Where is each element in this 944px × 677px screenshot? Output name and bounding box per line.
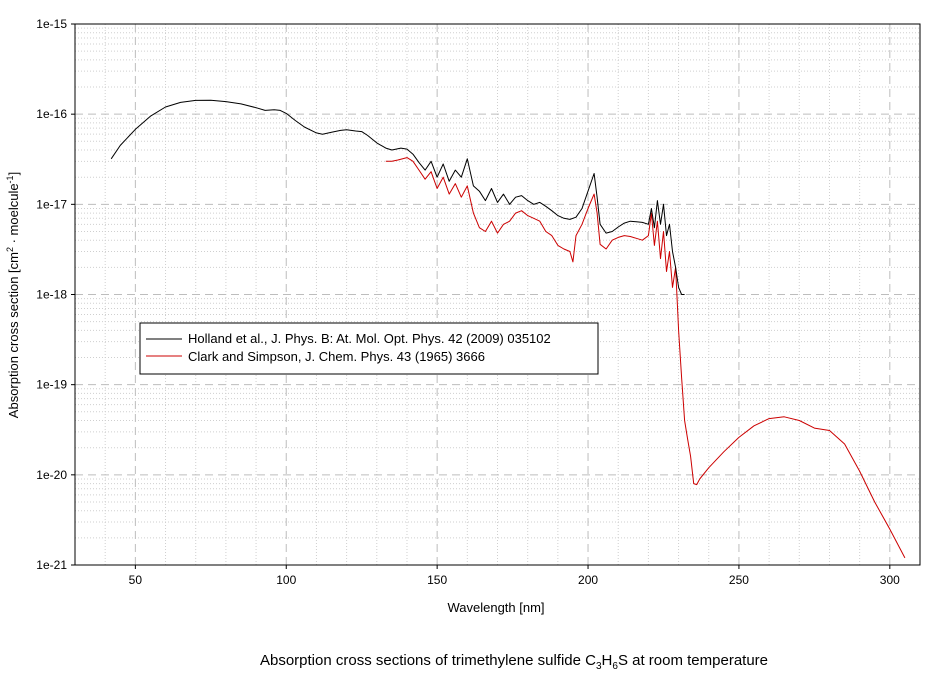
y-axis-label: Absorption cross section [cm2 · moelcule… — [5, 172, 21, 418]
series-layer — [110, 99, 906, 559]
x-axis-label: Wavelength [nm] — [447, 600, 544, 615]
y-tick-label: 1e-19 — [36, 378, 67, 392]
x-tick-label: 100 — [276, 573, 296, 587]
x-tick-label: 50 — [129, 573, 143, 587]
y-tick-label: 1e-21 — [36, 558, 67, 572]
chart-caption: Absorption cross sections of trimethylen… — [260, 652, 768, 672]
x-tick-label: 150 — [427, 573, 447, 587]
y-axis-ticks: 1e-21 1e-20 1e-19 1e-18 1e-17 1e-16 1e-15 — [36, 17, 75, 572]
x-axis-ticks: 50 100 150 200 250 300 — [129, 565, 900, 587]
legend-label-holland: Holland et al., J. Phys. B: At. Mol. Opt… — [188, 331, 551, 346]
y-tick-label: 1e-16 — [36, 107, 67, 121]
y-tick-label: 1e-20 — [36, 468, 67, 482]
legend-box — [139, 322, 599, 375]
y-tick-label: 1e-15 — [36, 17, 67, 31]
x-tick-label: 200 — [578, 573, 598, 587]
legend-label-clark: Clark and Simpson, J. Chem. Phys. 43 (19… — [188, 349, 485, 364]
legend: Holland et al., J. Phys. B: At. Mol. Opt… — [139, 322, 599, 375]
y-tick-label: 1e-17 — [36, 197, 67, 211]
y-tick-label: 1e-18 — [36, 288, 67, 302]
x-tick-label: 300 — [880, 573, 900, 587]
x-tick-label: 250 — [729, 573, 749, 587]
series-line-0 — [110, 99, 685, 295]
series-line-1 — [385, 157, 906, 559]
